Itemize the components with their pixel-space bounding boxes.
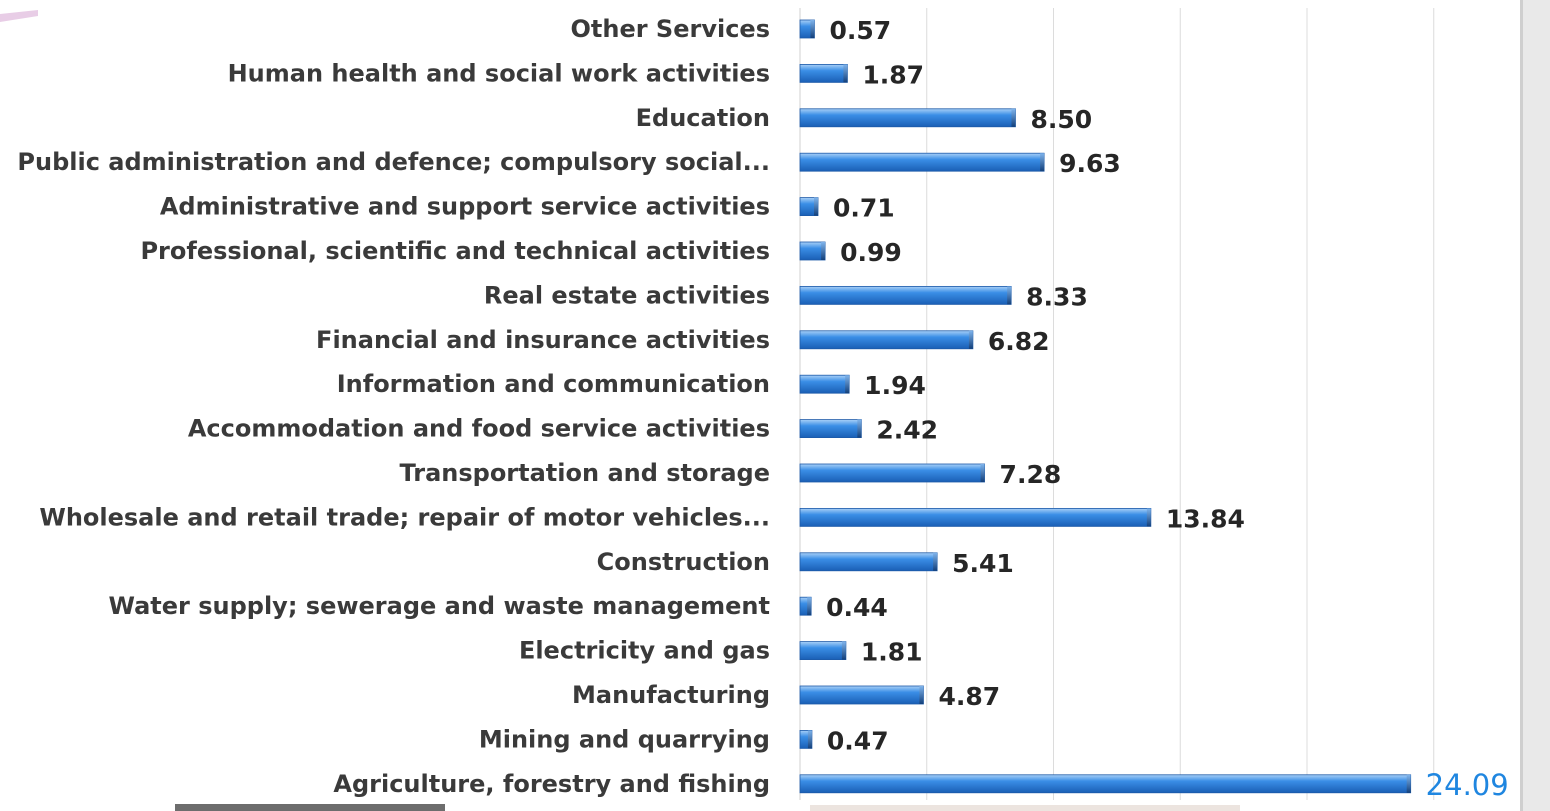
bar-end-cap (810, 20, 815, 38)
bar-end-cap (807, 730, 812, 749)
bars-group (799, 19, 1412, 794)
bar (799, 108, 1016, 128)
bar-end-cap (919, 686, 924, 704)
value-label: 0.57 (829, 16, 891, 45)
category-label: Financial and insurance activities (316, 326, 770, 354)
category-label: Other Services (571, 15, 771, 43)
bar (799, 64, 848, 83)
bar-end-cap (813, 197, 818, 216)
category-label: Education (636, 104, 770, 132)
corner-decoration (0, 10, 38, 22)
bar (799, 419, 862, 439)
bar-end-cap (1146, 508, 1151, 527)
value-label: 8.50 (1030, 105, 1092, 134)
value-label: 5.41 (952, 549, 1014, 578)
bar-end-cap (980, 464, 985, 482)
category-label: Water supply; sewerage and waste managem… (108, 592, 770, 620)
category-label: Information and communication (337, 370, 770, 398)
value-label: 9.63 (1059, 149, 1121, 178)
category-label: Wholesale and retail trade; repair of mo… (39, 503, 770, 531)
value-label: 4.87 (938, 682, 1000, 711)
value-label: 1.81 (861, 638, 923, 667)
category-label: Public administration and defence; compu… (17, 148, 770, 176)
value-label: 2.42 (876, 416, 938, 445)
category-labels-group: Other Services Human health and social wo… (17, 15, 770, 798)
bar-end-cap (1406, 774, 1411, 793)
bottom-fragment-left (175, 804, 445, 811)
bar-end-cap (1011, 108, 1016, 127)
value-label: 8.33 (1026, 282, 1088, 311)
value-label: 0.47 (827, 726, 889, 755)
bar (799, 152, 1045, 172)
category-label: Electricity and gas (519, 637, 770, 665)
category-label: Mining and quarrying (479, 725, 770, 753)
bar (799, 285, 1012, 305)
bar (799, 552, 938, 572)
bar-end-cap (857, 419, 862, 438)
category-label: Manufacturing (572, 681, 770, 709)
value-label: 6.82 (988, 327, 1050, 356)
value-label: 1.94 (864, 371, 926, 400)
gridlines (799, 8, 1435, 800)
category-label: Real estate activities (484, 281, 770, 309)
category-label: Transportation and storage (400, 459, 771, 487)
value-label: 24.09 (1426, 768, 1509, 802)
bar (799, 330, 974, 350)
category-label: Agriculture, forestry and fishing (333, 770, 770, 798)
value-label: 1.87 (862, 60, 924, 89)
bar (799, 641, 847, 660)
bar-end-cap (843, 64, 848, 83)
bar (799, 463, 985, 483)
value-label: 0.44 (826, 593, 888, 622)
value-label: 0.71 (833, 194, 895, 223)
bar-end-cap (845, 375, 850, 394)
bar-end-cap (807, 597, 812, 616)
bar-end-cap (1040, 153, 1045, 172)
value-labels-group: 0.57 1.87 8.50 9.63 0.71 0.99 8.33 6.82 1.94 2.42… (826, 16, 1509, 802)
bar-end-cap (821, 242, 826, 260)
bar (799, 774, 1412, 794)
bar-end-cap (1007, 286, 1012, 305)
right-edge-decoration (1520, 0, 1550, 811)
bar (799, 685, 924, 705)
value-label: 0.99 (840, 238, 902, 267)
category-label: Accommodation and food service activitie… (188, 415, 770, 443)
category-label: Construction (597, 548, 770, 576)
bar-end-cap (841, 641, 846, 660)
category-label: Administrative and support service activ… (160, 193, 770, 221)
value-label: 13.84 (1166, 504, 1245, 533)
right-edge-line (1520, 0, 1523, 811)
category-label: Human health and social work activities (228, 59, 770, 87)
bottom-fragment-right (810, 805, 1240, 811)
bar (799, 374, 850, 394)
bar-end-cap (933, 552, 938, 571)
bar-end-cap (968, 330, 973, 349)
category-label: Professional, scientific and technical a… (140, 237, 770, 265)
bar (799, 507, 1152, 527)
value-label: 7.28 (1000, 460, 1062, 489)
